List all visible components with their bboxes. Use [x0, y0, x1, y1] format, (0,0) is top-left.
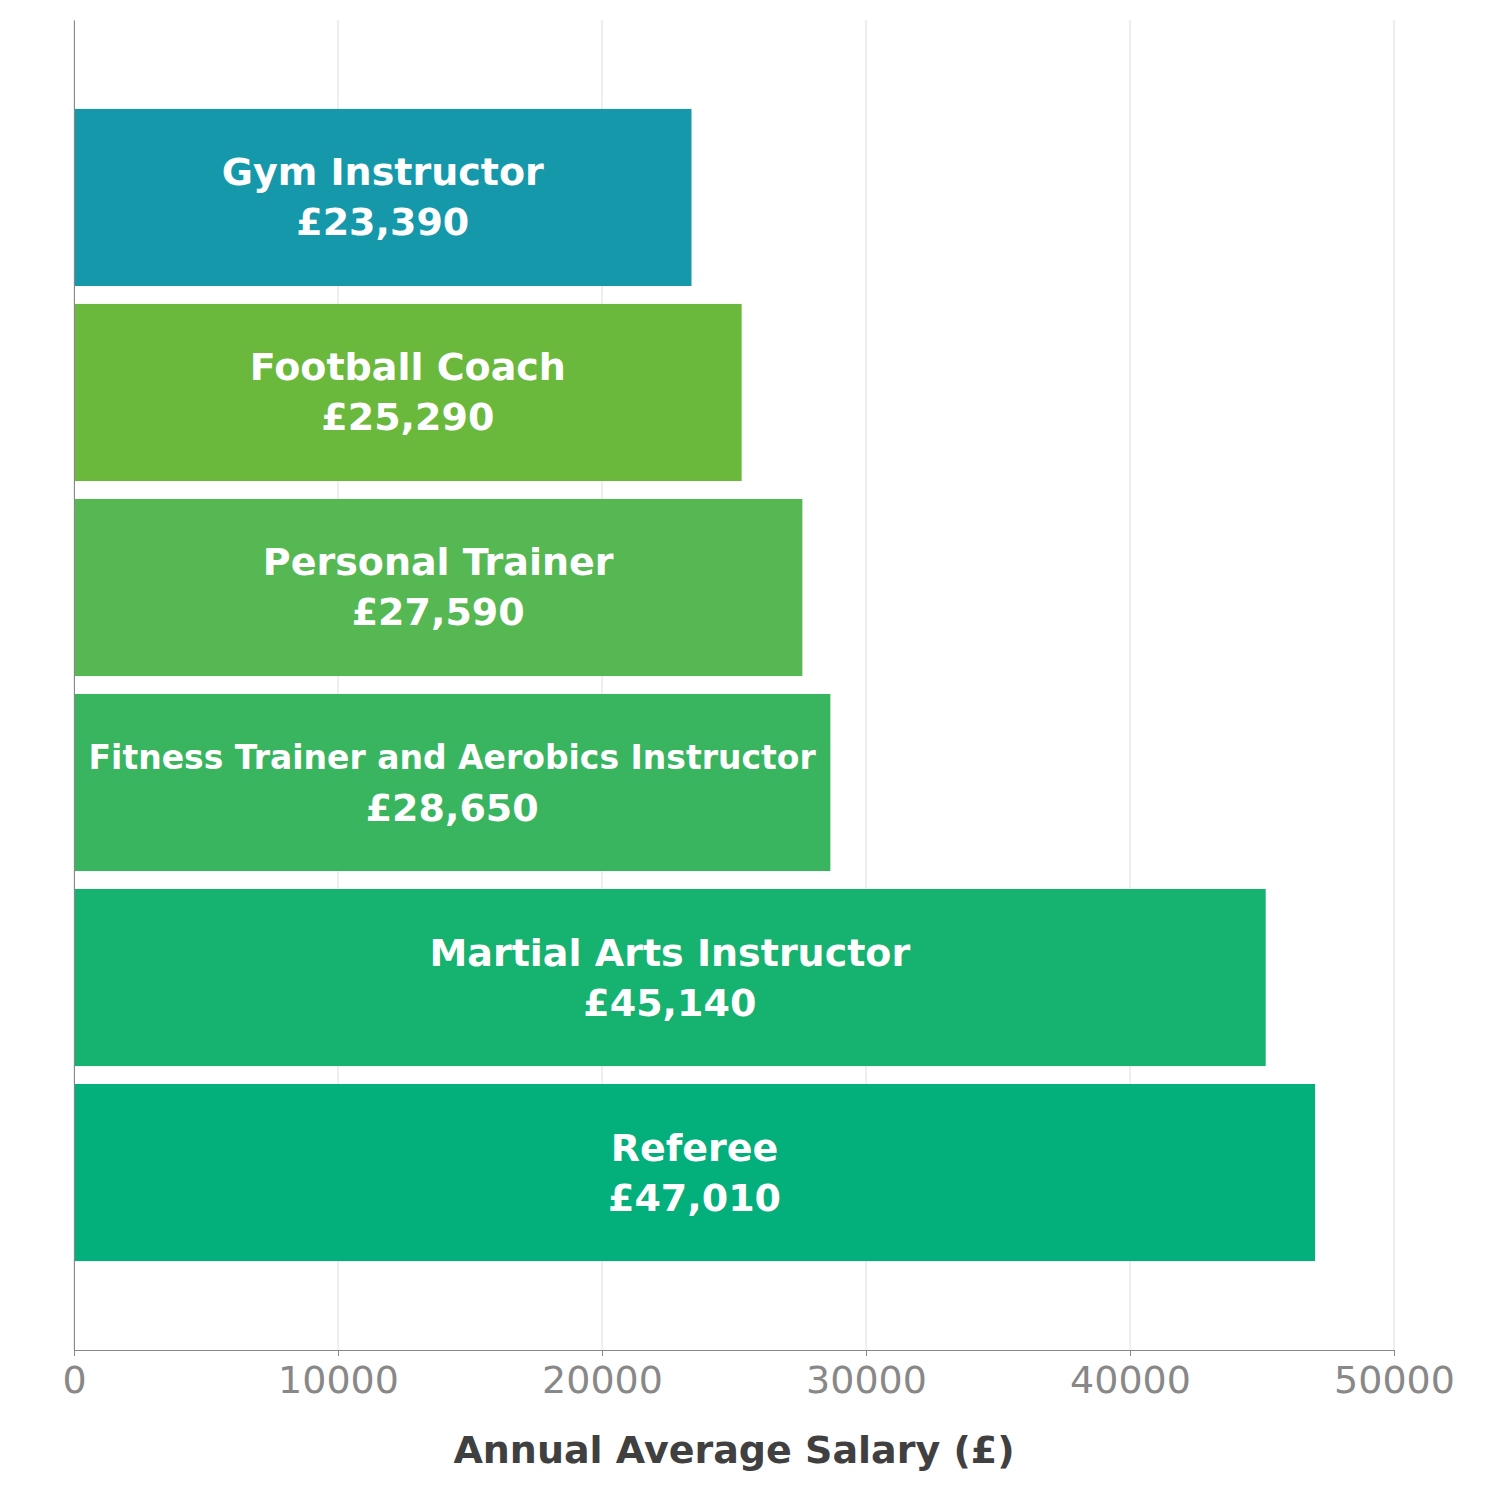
- grid-line: [1394, 20, 1395, 1350]
- grid-line: [74, 20, 75, 1350]
- x-tick-label: 40000: [1070, 1358, 1191, 1402]
- value-label: £23,390: [296, 200, 469, 244]
- bar: [74, 889, 1266, 1066]
- x-tick-mark: [1130, 1350, 1131, 1356]
- x-axis-title: Annual Average Salary (£): [453, 1428, 1014, 1472]
- grid: [74, 20, 1394, 1350]
- x-tick: 50000: [1334, 1350, 1455, 1402]
- x-tick: 30000: [806, 1350, 927, 1402]
- x-tick-label: 30000: [806, 1358, 927, 1402]
- y-axis: [74, 21, 75, 1351]
- value-label: £27,590: [352, 590, 525, 634]
- x-tick: 40000: [1070, 1350, 1191, 1402]
- x-tick: 20000: [542, 1350, 663, 1402]
- bars: [74, 109, 1315, 1261]
- category-label: Fitness Trainer and Aerobics Instructor: [89, 738, 817, 777]
- x-tick-mark: [1394, 1350, 1395, 1356]
- x-axis: 0 10000 20000 30000 40000 50000: [62, 1350, 1455, 1402]
- y-axis-line: [74, 21, 75, 1351]
- category-label: Martial Arts Instructor: [429, 931, 910, 975]
- x-tick-mark: [74, 1350, 75, 1356]
- x-tick-label: 0: [62, 1358, 86, 1402]
- value-label: £47,010: [608, 1176, 781, 1220]
- bar: [74, 1084, 1315, 1261]
- category-label: Referee: [611, 1126, 779, 1170]
- bar: [74, 304, 742, 481]
- bar: [74, 499, 802, 676]
- x-tick: 10000: [278, 1350, 399, 1402]
- data-labels: Gym Instructor £23,390 Football Coach £25,2…: [89, 150, 911, 1219]
- category-label: Football Coach: [250, 345, 566, 389]
- x-tick-mark: [602, 1350, 603, 1356]
- plot: 0 10000 20000 30000 40000 50000 Gym Instructor…: [62, 20, 1455, 1402]
- x-tick-label: 50000: [1334, 1358, 1455, 1402]
- x-axis-line: [75, 1351, 1395, 1357]
- value-label: £45,140: [583, 981, 756, 1025]
- x-tick-label: 20000: [542, 1358, 663, 1402]
- x-tick-label: 10000: [278, 1358, 399, 1402]
- bar: [74, 694, 830, 871]
- x-tick-mark: [338, 1350, 339, 1356]
- x-tick-mark: [866, 1350, 867, 1356]
- chart: 0 10000 20000 30000 40000 50000 Gym Instructor…: [0, 0, 1500, 1500]
- category-label: Personal Trainer: [263, 540, 614, 584]
- x-tick: 0: [62, 1350, 86, 1402]
- bar: [74, 109, 691, 286]
- category-label: Gym Instructor: [222, 150, 544, 194]
- value-label: £28,650: [366, 786, 539, 830]
- value-label: £25,290: [321, 395, 494, 439]
